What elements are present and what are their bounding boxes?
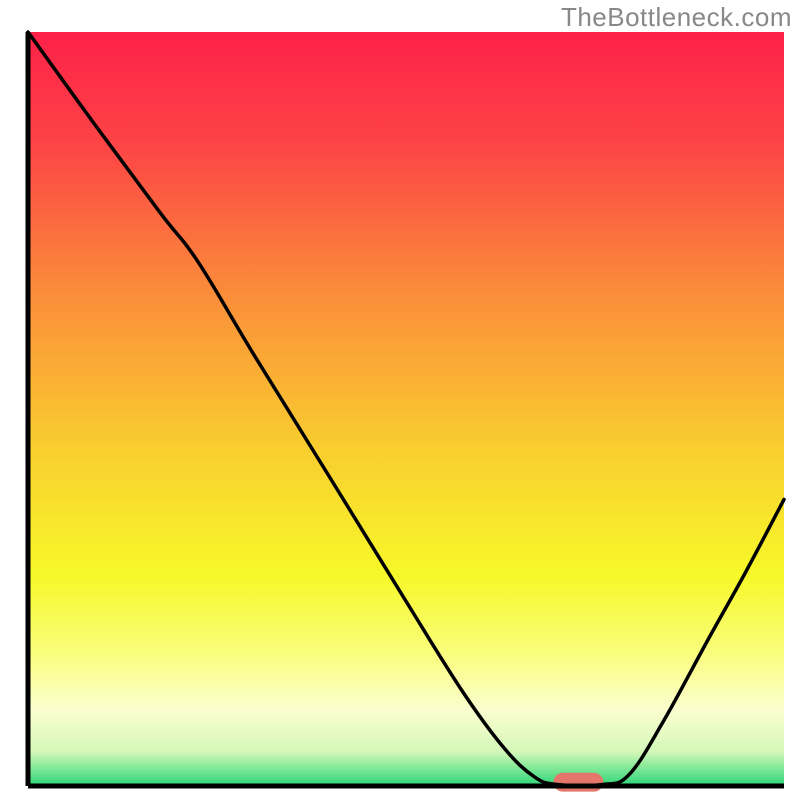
watermark-text: TheBottleneck.com — [561, 2, 792, 33]
chart-frame: { "watermark": { "text": "TheBottleneck.… — [0, 0, 800, 800]
valley-marker — [553, 773, 603, 792]
plot-background — [28, 32, 784, 786]
chart-svg — [0, 0, 800, 800]
